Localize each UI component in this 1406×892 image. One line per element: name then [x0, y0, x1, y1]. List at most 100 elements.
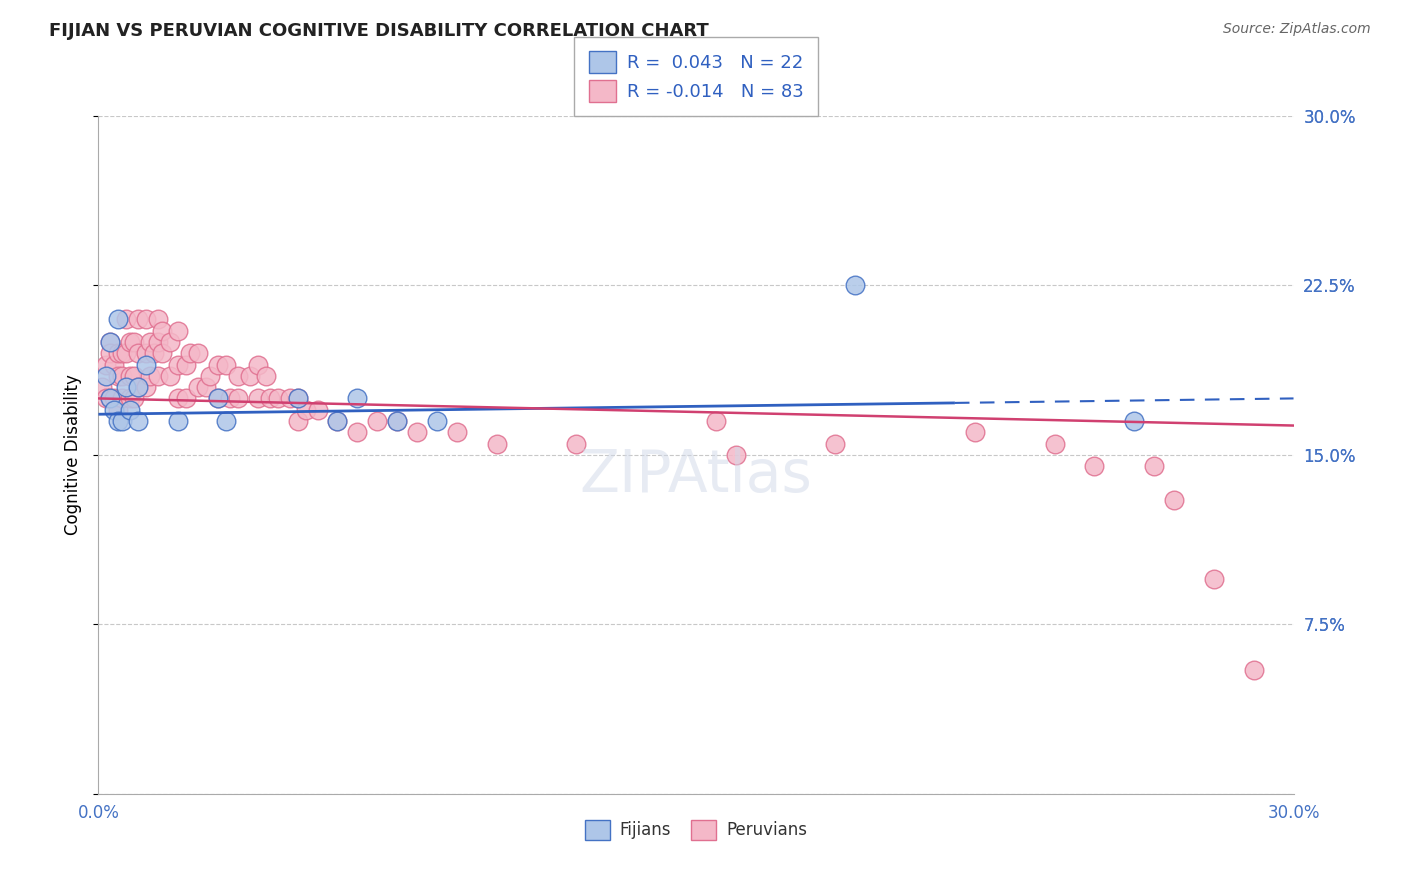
Point — [159, 368, 181, 383]
Point — [1163, 493, 1185, 508]
Point — [127, 380, 149, 394]
Point — [207, 392, 229, 406]
Point — [107, 414, 129, 428]
Point — [219, 392, 242, 406]
Point — [96, 392, 118, 406]
Text: Source: ZipAtlas.com: Source: ZipAtlas.com — [1223, 22, 1371, 37]
Point — [246, 358, 269, 372]
Point — [120, 368, 142, 383]
Point — [107, 368, 129, 383]
Point — [326, 414, 349, 428]
Point — [426, 414, 449, 428]
Point — [179, 346, 201, 360]
Point — [98, 392, 122, 406]
Point — [150, 346, 173, 360]
Point — [103, 392, 125, 406]
Point — [239, 368, 262, 383]
Point — [135, 312, 157, 326]
Point — [485, 436, 508, 450]
Point — [207, 392, 229, 406]
Point — [120, 392, 142, 406]
Point — [127, 346, 149, 360]
Point — [724, 448, 747, 462]
Point — [267, 392, 290, 406]
Point — [139, 334, 162, 349]
Point — [346, 392, 368, 406]
Point — [195, 380, 218, 394]
Point — [96, 368, 118, 383]
Point — [287, 392, 309, 406]
Text: ZIPAtlas: ZIPAtlas — [579, 447, 813, 504]
Point — [565, 436, 588, 450]
Point — [1123, 414, 1146, 428]
Point — [120, 402, 142, 417]
Point — [294, 402, 316, 417]
Point — [96, 358, 118, 372]
Point — [226, 392, 249, 406]
Point — [844, 278, 866, 293]
Point — [103, 358, 125, 372]
Point — [1243, 663, 1265, 677]
Point — [115, 380, 138, 394]
Point — [406, 425, 429, 440]
Legend: Fijians, Peruvians: Fijians, Peruvians — [578, 813, 814, 847]
Point — [215, 358, 238, 372]
Point — [1202, 572, 1225, 586]
Point — [366, 414, 388, 428]
Point — [278, 392, 301, 406]
Point — [167, 358, 190, 372]
Point — [1043, 436, 1066, 450]
Point — [307, 402, 329, 417]
Point — [287, 392, 309, 406]
Point — [135, 358, 157, 372]
Point — [107, 312, 129, 326]
Point — [174, 358, 197, 372]
Point — [98, 392, 122, 406]
Point — [135, 380, 157, 394]
Point — [124, 368, 146, 383]
Point — [346, 425, 368, 440]
Point — [446, 425, 468, 440]
Y-axis label: Cognitive Disability: Cognitive Disability — [65, 375, 83, 535]
Point — [704, 414, 727, 428]
Point — [246, 392, 269, 406]
Point — [127, 414, 149, 428]
Point — [198, 368, 221, 383]
Point — [127, 380, 149, 394]
Point — [115, 312, 138, 326]
Point — [111, 392, 134, 406]
Point — [135, 346, 157, 360]
Point — [1083, 459, 1105, 474]
Point — [124, 334, 146, 349]
Point — [103, 402, 125, 417]
Point — [91, 380, 114, 394]
Point — [124, 392, 146, 406]
Point — [167, 392, 190, 406]
Point — [150, 324, 173, 338]
Point — [159, 334, 181, 349]
Point — [1143, 459, 1166, 474]
Point — [385, 414, 409, 428]
Point — [187, 380, 209, 394]
Point — [143, 346, 166, 360]
Point — [963, 425, 986, 440]
Point — [98, 346, 122, 360]
Point — [111, 368, 134, 383]
Point — [107, 346, 129, 360]
Point — [174, 392, 197, 406]
Point — [259, 392, 281, 406]
Point — [326, 414, 349, 428]
Point — [111, 346, 134, 360]
Point — [215, 414, 238, 428]
Point — [167, 414, 190, 428]
Point — [111, 414, 134, 428]
Text: FIJIAN VS PERUVIAN COGNITIVE DISABILITY CORRELATION CHART: FIJIAN VS PERUVIAN COGNITIVE DISABILITY … — [49, 22, 709, 40]
Point — [127, 312, 149, 326]
Point — [824, 436, 846, 450]
Point — [385, 414, 409, 428]
Point — [148, 334, 170, 349]
Point — [107, 402, 129, 417]
Point — [120, 334, 142, 349]
Point — [98, 334, 122, 349]
Point — [148, 312, 170, 326]
